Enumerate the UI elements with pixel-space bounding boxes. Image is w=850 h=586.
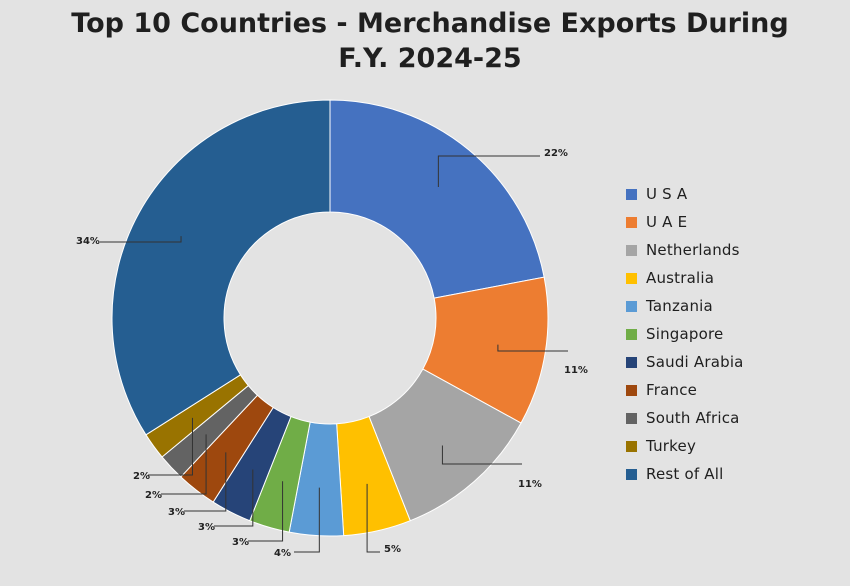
data-label: 3% xyxy=(198,522,215,533)
legend-item: South Africa xyxy=(626,404,744,432)
legend-label: Saudi Arabia xyxy=(646,353,744,371)
legend-swatch xyxy=(626,188,637,200)
legend-label: Netherlands xyxy=(646,241,740,259)
legend: U S A U A E Netherlands Australia Tanzania Si… xyxy=(626,180,744,488)
data-label: 3% xyxy=(168,507,185,518)
legend-item: France xyxy=(626,376,744,404)
legend-label: U A E xyxy=(646,213,688,231)
legend-label: Australia xyxy=(646,269,715,287)
legend-item: Tanzania xyxy=(626,292,744,320)
leader-line xyxy=(497,344,568,352)
leader-line xyxy=(184,452,227,512)
leader-line xyxy=(248,481,284,542)
legend-swatch xyxy=(626,216,637,228)
legend-swatch xyxy=(626,384,637,396)
legend-item: U S A xyxy=(626,180,744,208)
legend-label: Turkey xyxy=(646,437,697,455)
data-label: 5% xyxy=(384,544,401,555)
legend-label: Rest of All xyxy=(646,465,724,483)
data-label: 2% xyxy=(145,490,162,501)
chart-title: Top 10 Countries - Merchandise Exports D… xyxy=(0,6,850,76)
legend-swatch xyxy=(626,272,637,284)
legend-item: U A E xyxy=(626,208,744,236)
leader-line xyxy=(441,445,522,465)
leader-line xyxy=(437,155,540,188)
legend-item: Netherlands xyxy=(626,236,744,264)
legend-swatch xyxy=(626,328,637,340)
legend-item: Singapore xyxy=(626,320,744,348)
legend-item: Australia xyxy=(626,264,744,292)
legend-label: Tanzania xyxy=(646,297,713,315)
legend-swatch xyxy=(626,244,637,256)
legend-swatch xyxy=(626,356,637,368)
data-label: 3% xyxy=(232,537,249,548)
leader-line xyxy=(214,469,254,527)
data-label: 4% xyxy=(274,548,291,559)
legend-label: Singapore xyxy=(646,325,724,343)
leader-line xyxy=(148,417,193,476)
legend-swatch xyxy=(626,468,637,480)
legend-swatch xyxy=(626,412,637,424)
slice-u-s-a xyxy=(329,99,545,299)
legend-label: France xyxy=(646,381,698,399)
legend-label: South Africa xyxy=(646,409,740,427)
data-label: 11% xyxy=(564,365,588,376)
data-label: 11% xyxy=(518,479,542,490)
leader-line xyxy=(294,487,320,553)
chart-title-line2: F.Y. 2024-25 xyxy=(338,43,522,74)
data-label: 22% xyxy=(544,148,568,159)
chart-title-line1: Top 10 Countries - Merchandise Exports D… xyxy=(71,8,789,39)
legend-label: U S A xyxy=(646,185,688,203)
legend-item: Saudi Arabia xyxy=(626,348,744,376)
legend-swatch xyxy=(626,440,637,452)
leader-line xyxy=(100,236,182,243)
slice-rest-of-all xyxy=(111,99,331,436)
legend-item: Turkey xyxy=(626,432,744,460)
legend-swatch xyxy=(626,300,637,312)
legend-item: Rest of All xyxy=(626,460,744,488)
leader-line xyxy=(366,483,380,553)
data-label: 2% xyxy=(133,471,150,482)
leader-line xyxy=(161,434,207,495)
data-label: 34% xyxy=(76,236,100,247)
